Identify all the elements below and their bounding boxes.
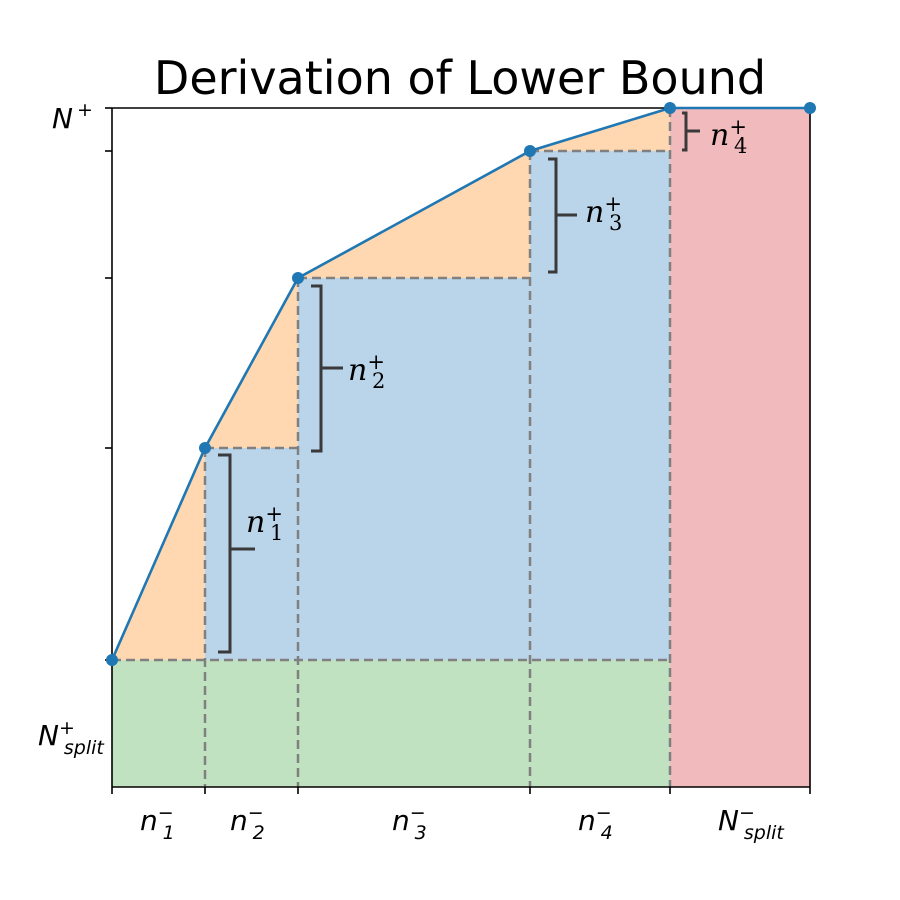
x-label-n1-minus: n− 1 <box>140 802 175 844</box>
x-label-n4-minus: n− 4 <box>578 802 613 844</box>
curve-points <box>106 102 816 666</box>
y-label-n-plus-total: N + <box>52 99 93 135</box>
curve-point <box>292 272 304 284</box>
y-ticks <box>105 107 112 661</box>
brace-n4-plus <box>682 111 700 152</box>
brace-label-n1-plus: n+ 1 <box>246 502 283 545</box>
x-label-n3-minus: n− 3 <box>392 802 427 844</box>
curve-point <box>664 102 676 114</box>
x-label-n-split-minus: N− split <box>718 802 785 844</box>
diagram-title: Derivation of Lower Bound <box>154 51 766 105</box>
brace-n2-plus <box>311 284 343 453</box>
brace-label-n2-plus: n+ 2 <box>348 350 385 393</box>
curve-point <box>524 145 536 157</box>
dashed-guides <box>112 108 672 787</box>
curve-point <box>199 442 211 454</box>
red-region <box>670 108 810 787</box>
curve-point <box>106 654 118 666</box>
cumulative-curve <box>110 106 810 661</box>
brace-n3-plus <box>548 157 577 274</box>
y-label-n-plus-split: N+ split <box>38 717 105 759</box>
curve-point <box>804 102 816 114</box>
green-region <box>112 660 670 787</box>
x-label-n2-minus: n− 2 <box>230 802 265 844</box>
brace-label-n3-plus: n+ 3 <box>585 192 622 235</box>
blue-region <box>205 151 670 660</box>
x-ticks <box>111 787 811 794</box>
brace-label-n4-plus: n+ 4 <box>710 115 747 158</box>
brace-n1-plus <box>218 453 255 654</box>
